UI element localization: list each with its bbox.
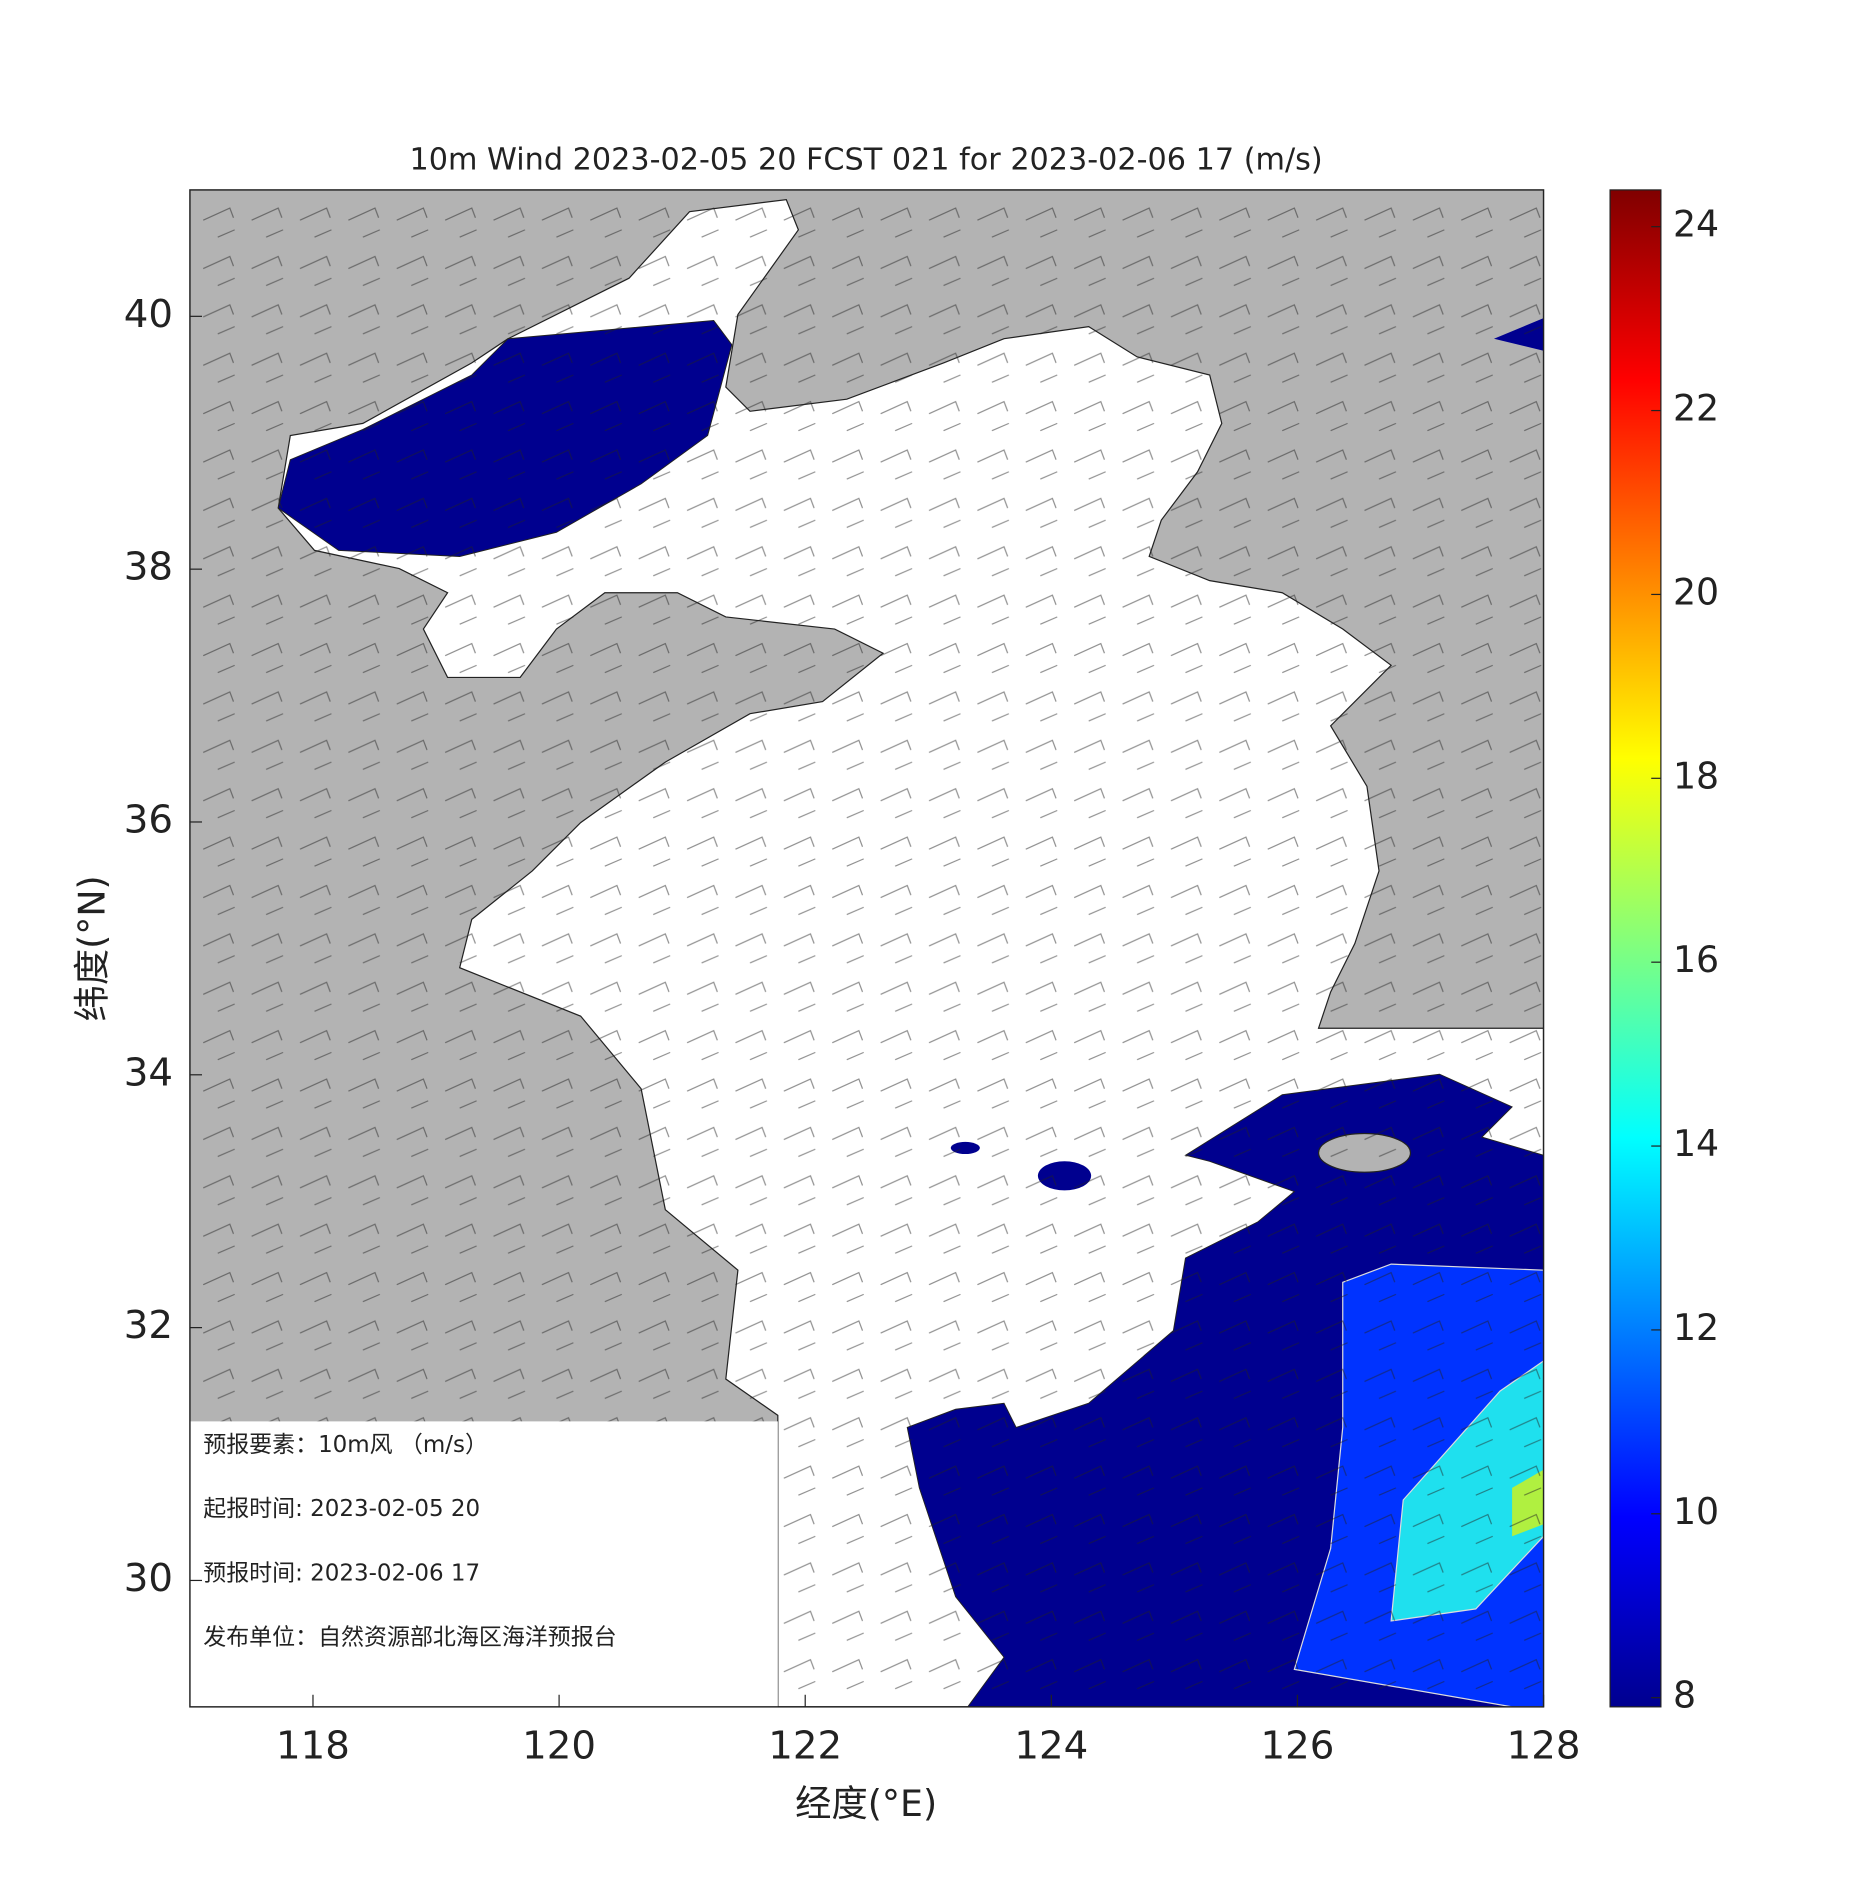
y-tick-label: 40: [124, 292, 173, 337]
colorbar-tick-label: 12: [1673, 1306, 1719, 1349]
colorbar-tick-label: 14: [1673, 1122, 1719, 1165]
x-tick-label: 124: [1014, 1723, 1088, 1768]
y-tick-label: 34: [124, 1050, 173, 1095]
x-tick-label: 122: [768, 1723, 842, 1768]
colorbar-tick-label: 18: [1673, 754, 1719, 797]
x-tick-label: 120: [522, 1723, 596, 1768]
info-box: [189, 1421, 778, 1707]
x-tick-label: 126: [1261, 1723, 1335, 1768]
y-tick-label: 30: [124, 1556, 173, 1601]
colorbar-tick-label: 22: [1673, 387, 1719, 430]
y-tick-label: 38: [124, 545, 173, 590]
info-line: 预报要素：10m风 （m/s）: [203, 1432, 488, 1458]
y-axis-label: 纬度(°N): [70, 875, 113, 1021]
colorbar-tick-label: 20: [1673, 570, 1719, 613]
x-tick-label: 128: [1507, 1723, 1581, 1768]
plot-frame: [189, 189, 1545, 1708]
colorbar-tick-label: 10: [1673, 1490, 1719, 1533]
x-tick-label: 118: [276, 1723, 350, 1768]
map-area: [189, 189, 1544, 1707]
y-tick-label: 32: [124, 1303, 173, 1348]
colorbar-tick-label: 24: [1673, 203, 1719, 246]
colorbar-tick-label: 8: [1673, 1674, 1696, 1717]
x-axis-label: 经度(°E): [795, 1782, 937, 1825]
info-line: 发布单位：自然资源部北海区海洋预报台: [203, 1624, 616, 1650]
info-line: 预报时间: 2023-02-06 17: [203, 1560, 480, 1586]
y-tick-label: 36: [124, 797, 173, 842]
colorbar-tick-label: 16: [1673, 938, 1719, 981]
colorbar: [1609, 189, 1662, 1708]
chart-title: 10m Wind 2023-02-05 20 FCST 021 for 2023…: [410, 142, 1323, 177]
info-line: 起报时间: 2023-02-05 20: [203, 1496, 480, 1522]
